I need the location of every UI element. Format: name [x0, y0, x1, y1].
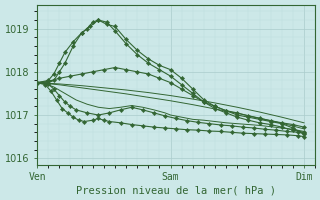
X-axis label: Pression niveau de la mer( hPa ): Pression niveau de la mer( hPa )	[76, 185, 276, 195]
